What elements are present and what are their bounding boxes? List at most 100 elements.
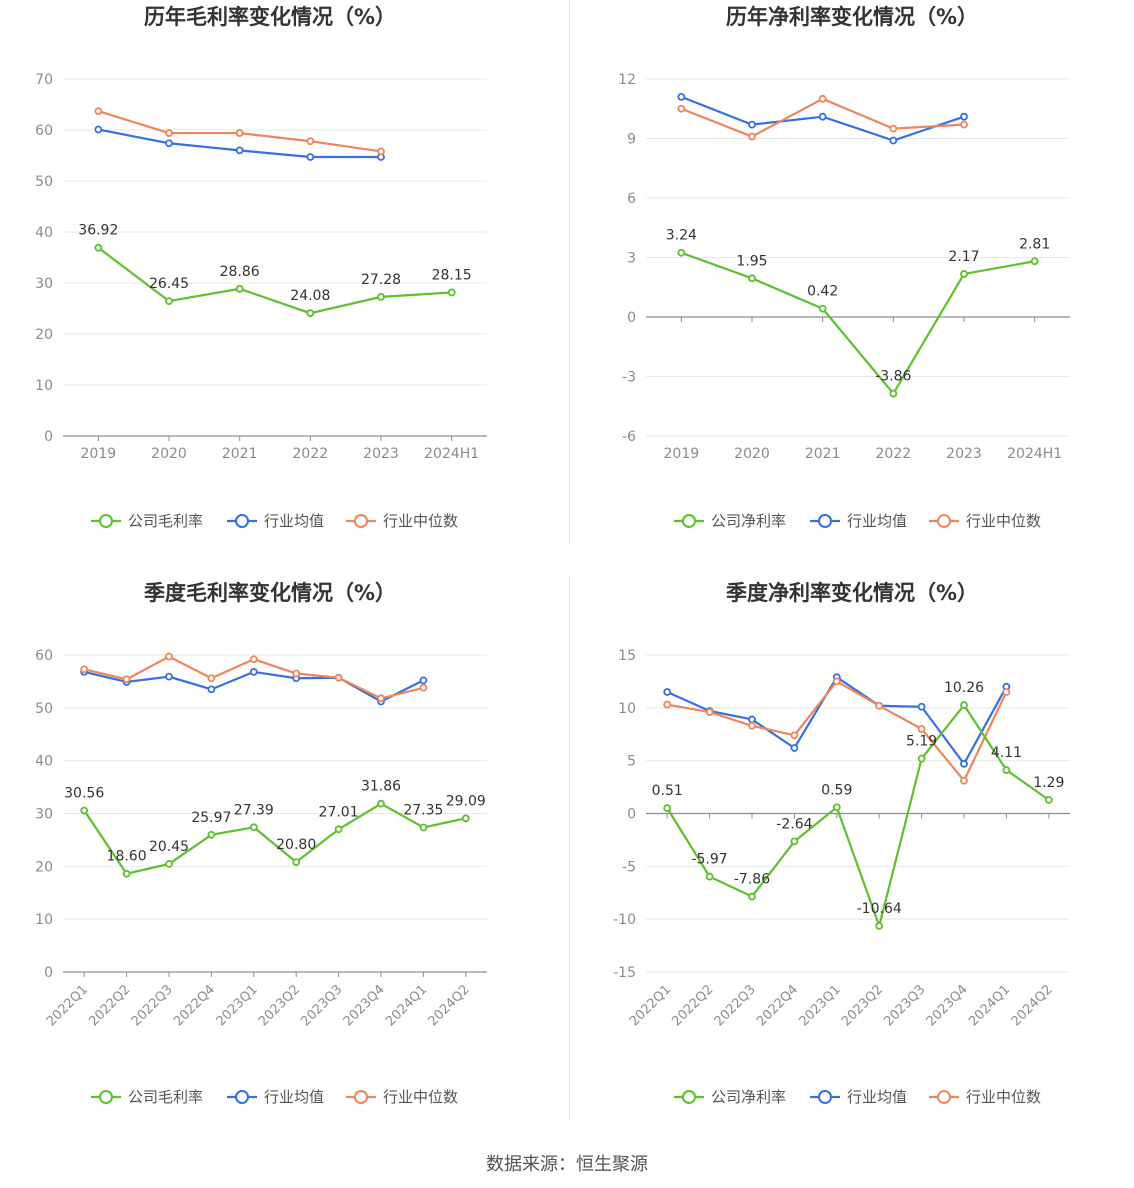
- y-tick-label: 6: [627, 191, 636, 207]
- y-tick-label: 0: [627, 807, 636, 823]
- x-tick-label: 2022Q2: [86, 982, 133, 1029]
- data-label: 31.86: [361, 779, 401, 795]
- data-point: [122, 675, 131, 684]
- x-tick-label: 2024Q1: [966, 982, 1013, 1029]
- x-tick-label: 2020: [734, 446, 770, 462]
- data-point: [249, 655, 258, 664]
- data-point: [917, 702, 926, 711]
- data-point: [748, 721, 756, 730]
- data-point: [705, 872, 714, 881]
- legend-marker: [235, 1090, 249, 1104]
- data-point: [875, 922, 884, 930]
- y-tick-label: -5: [622, 859, 636, 875]
- data-point: [1044, 795, 1053, 804]
- y-tick-label: -10: [613, 912, 636, 928]
- x-tick-label: 2022Q4: [171, 982, 218, 1029]
- data-point: [1002, 688, 1011, 696]
- legend-marker: [682, 1090, 696, 1104]
- data-point: [705, 708, 714, 716]
- data-point: [122, 869, 131, 878]
- data-point: [419, 683, 428, 692]
- data-point: [249, 668, 258, 676]
- data-point: [748, 132, 756, 141]
- data-point: [447, 288, 456, 297]
- chart-title: 季度毛利率变化情况（%）: [144, 581, 396, 605]
- data-point: [917, 725, 926, 733]
- x-tick-label: 2024H1: [424, 446, 479, 462]
- data-label: 29.09: [446, 793, 486, 809]
- chart-title: 季度净利率变化情况（%）: [726, 581, 978, 605]
- data-point: [790, 731, 799, 740]
- y-tick-label: 0: [44, 429, 53, 445]
- data-label: 27.39: [234, 802, 274, 818]
- x-tick-label: 2021: [805, 446, 841, 462]
- data-label: 0.51: [652, 783, 683, 799]
- data-point: [292, 669, 301, 678]
- legend: 公司净利率 行业均值 行业中位数: [674, 512, 1041, 530]
- x-tick-label: 2023Q3: [298, 982, 345, 1029]
- data-source-note: 数据来源：恒生聚源: [486, 1154, 648, 1175]
- y-tick-label: 40: [35, 225, 53, 241]
- x-tick-label: 2023Q3: [881, 982, 928, 1029]
- y-tick-label: 60: [35, 123, 53, 139]
- series-line-industry-average: [83, 670, 424, 703]
- x-tick-label: 2023: [363, 446, 399, 462]
- data-point: [960, 270, 968, 278]
- data-point: [1002, 766, 1011, 774]
- data-point: [818, 94, 827, 103]
- legend-label: 行业中位数: [966, 512, 1041, 530]
- data-point: [663, 804, 672, 813]
- data-point: [94, 243, 103, 252]
- legend-label: 行业均值: [847, 1088, 907, 1106]
- data-label: 27.28: [361, 272, 401, 288]
- x-tick-label: 2022Q1: [627, 982, 674, 1029]
- data-label: -3.86: [875, 369, 911, 385]
- data-point: [207, 830, 216, 839]
- legend: 公司毛利率 行业均值 行业中位数: [91, 512, 458, 530]
- legend-label: 行业中位数: [966, 1088, 1041, 1106]
- series-line-industry-median: [667, 679, 1008, 783]
- legend-marker: [99, 514, 113, 528]
- data-point: [960, 776, 968, 785]
- chart-panel-2: 历年净利率变化情况（%） -6 -3 0 3 6 9 12 2019 2020 2021 2022 20…: [618, 5, 1070, 530]
- x-tick-label: 2023Q2: [256, 982, 303, 1029]
- data-label: -10.64: [857, 901, 902, 917]
- legend-marker: [818, 514, 832, 528]
- data-point: [235, 146, 244, 155]
- data-point: [818, 112, 827, 121]
- series-line-company: [97, 246, 452, 315]
- data-label: 0.59: [821, 782, 852, 798]
- x-tick-label: 2023Q1: [214, 982, 261, 1029]
- data-label: -2.64: [776, 816, 812, 832]
- x-tick-label: 2021: [222, 446, 258, 462]
- y-tick-label: 9: [627, 132, 636, 148]
- data-point: [663, 700, 672, 709]
- x-tick-label: 2022: [293, 446, 329, 462]
- legend-label: 公司净利率: [711, 1088, 786, 1106]
- data-point: [94, 125, 103, 134]
- data-point: [677, 92, 686, 101]
- data-point: [790, 837, 799, 846]
- y-tick-label: -6: [622, 429, 636, 445]
- x-tick-label: 2020: [151, 446, 187, 462]
- data-point: [80, 665, 89, 674]
- legend-label: 行业均值: [264, 1088, 324, 1106]
- chart-title: 历年毛利率变化情况（%）: [144, 5, 396, 29]
- data-point: [235, 284, 244, 293]
- legend-label: 公司毛利率: [128, 512, 203, 530]
- legend-label: 行业均值: [264, 512, 324, 530]
- y-tick-label: 30: [35, 807, 53, 823]
- data-point: [306, 137, 315, 146]
- legend-marker: [354, 514, 368, 528]
- data-point: [207, 674, 216, 683]
- legend-marker: [99, 1090, 113, 1104]
- legend-label: 公司净利率: [711, 512, 786, 530]
- chart-panel-1: 历年毛利率变化情况（%） 0 10 20 30 40 50 60 70 2019 2020 2021 2…: [35, 5, 487, 530]
- vertical-divider-top: [569, 0, 570, 545]
- x-tick-label: 2024Q2: [426, 982, 473, 1029]
- data-point: [207, 685, 216, 694]
- y-tick-label: 10: [618, 701, 636, 717]
- data-label: 28.15: [432, 267, 472, 283]
- data-label: 20.45: [149, 839, 189, 855]
- legend: 公司毛利率 行业均值 行业中位数: [91, 1088, 458, 1106]
